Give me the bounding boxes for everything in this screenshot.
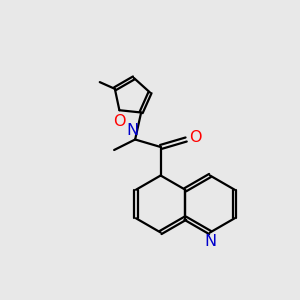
Text: O: O	[189, 130, 202, 146]
Text: O: O	[113, 114, 126, 129]
Text: N: N	[204, 234, 216, 249]
Text: N: N	[127, 123, 139, 138]
